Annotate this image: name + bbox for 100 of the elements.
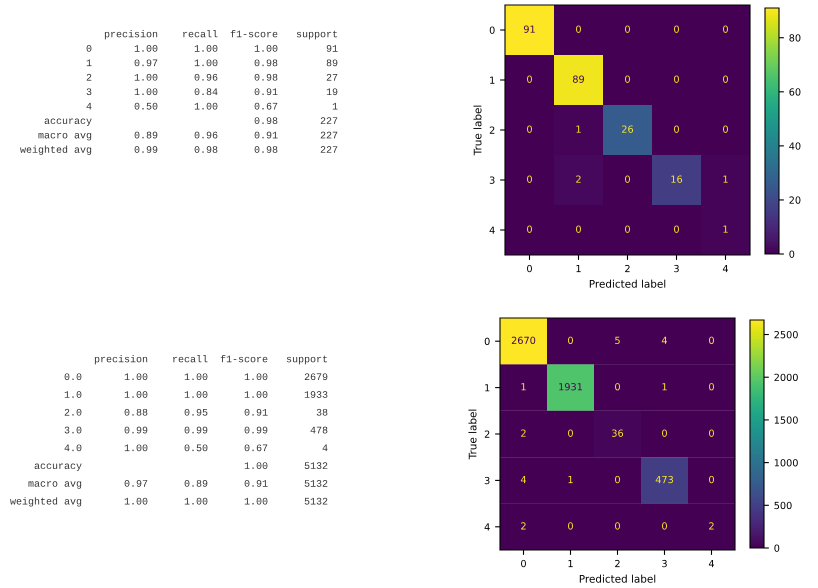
y-tick-label: 0 bbox=[490, 26, 495, 34]
data-label: 2670 bbox=[512, 336, 536, 344]
data-label: 1 bbox=[723, 176, 728, 183]
data-label: 1 bbox=[521, 383, 526, 390]
data-label: 0 bbox=[615, 476, 620, 484]
data-label: 0 bbox=[615, 522, 620, 530]
data-label: 2 bbox=[576, 175, 581, 183]
data-label: 0 bbox=[615, 383, 620, 390]
y-tick-label: 3 bbox=[484, 476, 490, 484]
text: 4 0.50 1.00 0.67 1 bbox=[86, 102, 338, 110]
x-tick-label: 1 bbox=[568, 560, 573, 568]
x-tick-label: 3 bbox=[674, 264, 679, 272]
data-label: 0 bbox=[568, 336, 573, 344]
data-label: 0 bbox=[709, 336, 714, 344]
color-bar-label: 20 bbox=[789, 196, 800, 204]
text: 3.0 0.99 0.99 0.99 478 bbox=[64, 426, 328, 434]
data-label: 0 bbox=[576, 25, 581, 33]
color-bar-label: 2500 bbox=[774, 330, 798, 338]
text: precision recall f1-score support bbox=[104, 30, 338, 40]
data-label: 91 bbox=[524, 25, 535, 33]
y-tick-label: 3 bbox=[490, 176, 494, 184]
data-label: 26 bbox=[622, 125, 634, 133]
text: 3 1.00 0.84 0.91 19 bbox=[86, 88, 338, 96]
color-bar-label: 80 bbox=[789, 34, 800, 42]
data-label: 0 bbox=[674, 225, 679, 233]
data-label: 0 bbox=[662, 522, 667, 530]
text: accuracy 1.00 5132 bbox=[34, 462, 328, 471]
data-label: 0 bbox=[674, 75, 679, 83]
data-label: 0 bbox=[674, 25, 679, 33]
data-label: 0 bbox=[568, 429, 573, 437]
data-label: 0 bbox=[674, 125, 679, 133]
x-tick-label: 4 bbox=[708, 560, 714, 568]
data-label: 2 bbox=[709, 522, 714, 530]
text: 4.0 1.00 0.50 0.67 4 bbox=[64, 444, 328, 452]
x-tick-label: 0 bbox=[527, 264, 532, 272]
data-label: 1931 bbox=[559, 383, 582, 390]
text: precision recall f1-score support bbox=[94, 355, 328, 364]
x-tick-label: 0 bbox=[521, 560, 526, 568]
data-label: 2 bbox=[521, 522, 526, 530]
data-label: 4 bbox=[662, 336, 668, 344]
data-label: 0 bbox=[527, 125, 532, 133]
color-bar-label: 2000 bbox=[774, 374, 798, 382]
data-label: 0 bbox=[709, 429, 714, 437]
data-label: 4 bbox=[520, 476, 526, 484]
data-label: 0 bbox=[723, 125, 728, 133]
y-tick-label: 1 bbox=[490, 76, 494, 84]
data-label: 36 bbox=[612, 429, 624, 437]
text: 0 1.00 1.00 1.00 91 bbox=[86, 45, 338, 52]
text: weighted avg 1.00 1.00 1.00 5132 bbox=[10, 497, 328, 507]
text: 0.0 1.00 1.00 1.00 2679 bbox=[64, 373, 328, 380]
color-bar-label: 1000 bbox=[774, 459, 798, 466]
text: 1.0 1.00 1.00 1.00 1933 bbox=[64, 391, 328, 398]
color-bar-label: 60 bbox=[789, 88, 800, 96]
y-axis-title: True label bbox=[468, 410, 477, 460]
x-tick-label: 4 bbox=[722, 265, 728, 272]
data-label: 0 bbox=[709, 476, 714, 484]
text: 1 0.97 1.00 0.98 89 bbox=[86, 59, 338, 66]
y-tick-label: 2 bbox=[490, 126, 494, 134]
data-label: 473 bbox=[656, 476, 673, 484]
color-bar-label: 0 bbox=[774, 544, 780, 552]
x-tick-label: 3 bbox=[662, 560, 667, 568]
y-tick-label: 2 bbox=[484, 430, 490, 438]
text: 2 1.00 0.96 0.98 27 bbox=[86, 74, 338, 81]
data-label: 0 bbox=[527, 75, 532, 83]
data-label: 0 bbox=[576, 225, 581, 233]
data-label: 1 bbox=[576, 126, 581, 133]
data-label: 2 bbox=[521, 429, 526, 437]
y-tick-label: 1 bbox=[485, 384, 490, 392]
text: macro avg 0.97 0.89 0.91 5132 bbox=[28, 480, 328, 489]
color-bar-label: 0 bbox=[789, 250, 794, 258]
data-label: 0 bbox=[723, 25, 728, 33]
data-label: 0 bbox=[625, 25, 630, 33]
text: macro avg 0.89 0.96 0.91 227 bbox=[38, 132, 338, 140]
x-axis-title: Predicted label bbox=[580, 574, 656, 583]
data-label: 5 bbox=[615, 336, 620, 344]
data-label: 0 bbox=[568, 522, 573, 530]
text: accuracy 0.98 227 bbox=[44, 117, 338, 126]
data-label: 0 bbox=[625, 175, 630, 183]
data-label: 0 bbox=[527, 225, 532, 233]
data-label: 1 bbox=[662, 383, 667, 390]
data-label: 16 bbox=[671, 175, 682, 183]
data-label: 0 bbox=[723, 75, 728, 83]
data-label: 1 bbox=[568, 476, 573, 484]
y-axis-title: True label bbox=[473, 106, 482, 156]
x-tick-label: 2 bbox=[615, 560, 620, 568]
data-label: 0 bbox=[662, 429, 667, 437]
color-bar-label: 500 bbox=[774, 502, 792, 510]
data-label: 0 bbox=[709, 383, 714, 390]
color-bar-label: 1500 bbox=[774, 416, 798, 424]
text: 2.0 0.88 0.95 0.91 38 bbox=[64, 408, 328, 416]
color-bar-label: 40 bbox=[789, 142, 800, 150]
y-tick-label: 4 bbox=[490, 226, 495, 234]
data-label: 0 bbox=[527, 175, 532, 183]
data-label: 0 bbox=[625, 225, 630, 233]
x-axis-title: Predicted label bbox=[590, 280, 666, 288]
y-tick-label: 0 bbox=[484, 338, 490, 346]
data-label: 0 bbox=[625, 75, 630, 83]
data-label: 1 bbox=[723, 226, 728, 233]
y-tick-label: 4 bbox=[484, 523, 490, 530]
x-tick-label: 2 bbox=[625, 264, 630, 272]
